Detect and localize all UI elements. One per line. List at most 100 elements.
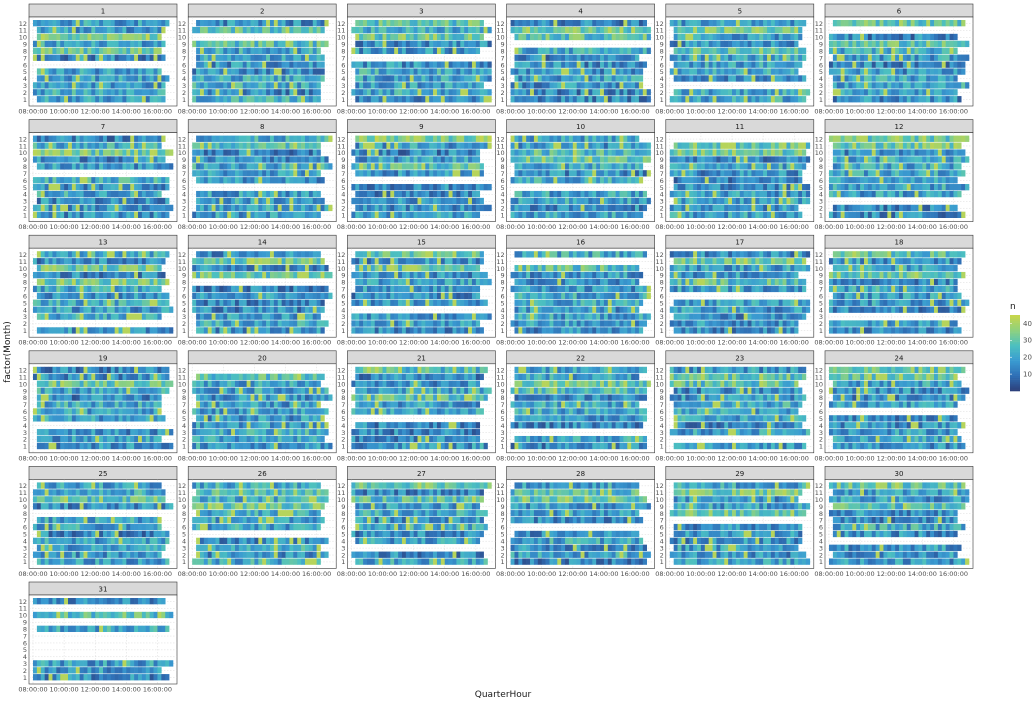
y-tick-label: 1 [500, 96, 504, 104]
heat-cell [157, 142, 162, 149]
heat-cell [790, 96, 795, 103]
heat-cell [790, 156, 795, 163]
heat-cell [530, 20, 535, 27]
heat-cell [867, 190, 873, 198]
heat-cell [289, 170, 294, 177]
heat-cell [285, 177, 290, 184]
heat-cell [693, 68, 698, 75]
heat-row-month-2 [510, 89, 651, 96]
heat-cell [576, 82, 581, 89]
heat-cell [207, 26, 212, 34]
heat-cell [848, 177, 853, 184]
heat-cell [533, 61, 539, 68]
heat-row-month-10 [673, 33, 803, 41]
heat-cell [87, 47, 92, 54]
heat-cell [138, 82, 143, 89]
heat-cell [199, 163, 205, 170]
heat-cell [33, 135, 38, 142]
heat-cell [891, 40, 896, 48]
heat-cell [704, 33, 709, 41]
heat-cell [902, 61, 908, 68]
heat-cell [370, 197, 376, 205]
heat-cell [56, 197, 61, 205]
heat-cell [444, 142, 449, 149]
heat-cell [471, 68, 477, 75]
heat-row-month-4 [829, 190, 962, 198]
heat-cell [596, 33, 601, 41]
heat-cell [122, 40, 127, 48]
heat-cell [751, 177, 756, 184]
heat-cell [254, 177, 259, 184]
heat-cell [588, 54, 593, 61]
heat-cell [708, 177, 713, 184]
heat-cell [763, 61, 768, 68]
heat-cell [739, 75, 744, 82]
heat-cell [716, 33, 721, 41]
heat-cell [891, 204, 896, 212]
heat-cell [36, 135, 42, 142]
heat-cell [277, 47, 282, 54]
heat-cell [122, 156, 127, 163]
heat-cell [277, 163, 282, 170]
heat-cell [794, 26, 799, 34]
heat-cell [708, 68, 713, 75]
heat-cell [864, 156, 869, 163]
heat-cell [471, 190, 477, 198]
heat-cell [537, 142, 543, 149]
heat-cell [238, 47, 244, 54]
heat-cell [153, 156, 158, 163]
heat-cell [289, 54, 294, 61]
heat-cell [832, 89, 838, 96]
heat-cell [840, 68, 845, 75]
heat-cell [879, 163, 884, 170]
heat-cell [937, 96, 943, 103]
heat-cell [401, 156, 407, 163]
heat-cell [312, 177, 317, 184]
heat-cell [638, 47, 644, 54]
heat-cell [394, 61, 399, 68]
heat-cell [689, 204, 694, 212]
heat-cell [677, 156, 682, 163]
heat-cell [60, 54, 65, 61]
heat-cell [71, 20, 77, 27]
heat-cell [751, 20, 756, 27]
heat-cell [700, 211, 706, 218]
heat-cell [514, 26, 519, 34]
heat-cell [390, 40, 395, 48]
heat-cell [196, 61, 201, 68]
heat-cell [580, 89, 585, 96]
heat-cell [398, 211, 403, 218]
heat-cell [83, 135, 88, 142]
heat-cell [856, 33, 861, 41]
heat-cell [899, 96, 904, 103]
heat-cell [390, 156, 395, 163]
heat-cell [122, 149, 127, 156]
heat-cell [840, 163, 845, 170]
heat-cell [468, 33, 473, 41]
heat-cell [382, 204, 387, 212]
heat-cell [141, 68, 147, 75]
heat-cell [262, 54, 267, 61]
heat-cell [786, 26, 791, 34]
heat-cell [269, 163, 275, 170]
heat-cell [596, 163, 601, 170]
heat-cell [867, 33, 873, 41]
heat-cell [619, 177, 624, 184]
heat-cell [832, 163, 838, 170]
heat-cell [440, 170, 446, 177]
heat-cell [273, 170, 279, 177]
heat-cell [106, 184, 112, 191]
heat-cell [700, 68, 706, 75]
heat-cell [440, 184, 446, 191]
heat-cell [71, 26, 77, 34]
heat-cell [914, 149, 919, 156]
heat-cell [669, 156, 674, 163]
heat-cell [945, 68, 950, 75]
heat-cell [778, 149, 783, 156]
heat-cell [518, 135, 523, 142]
heat-cell [281, 170, 286, 177]
heat-cell [794, 149, 799, 156]
heat-cell [130, 82, 135, 89]
heat-cell [627, 142, 632, 149]
heat-cell [530, 89, 535, 96]
